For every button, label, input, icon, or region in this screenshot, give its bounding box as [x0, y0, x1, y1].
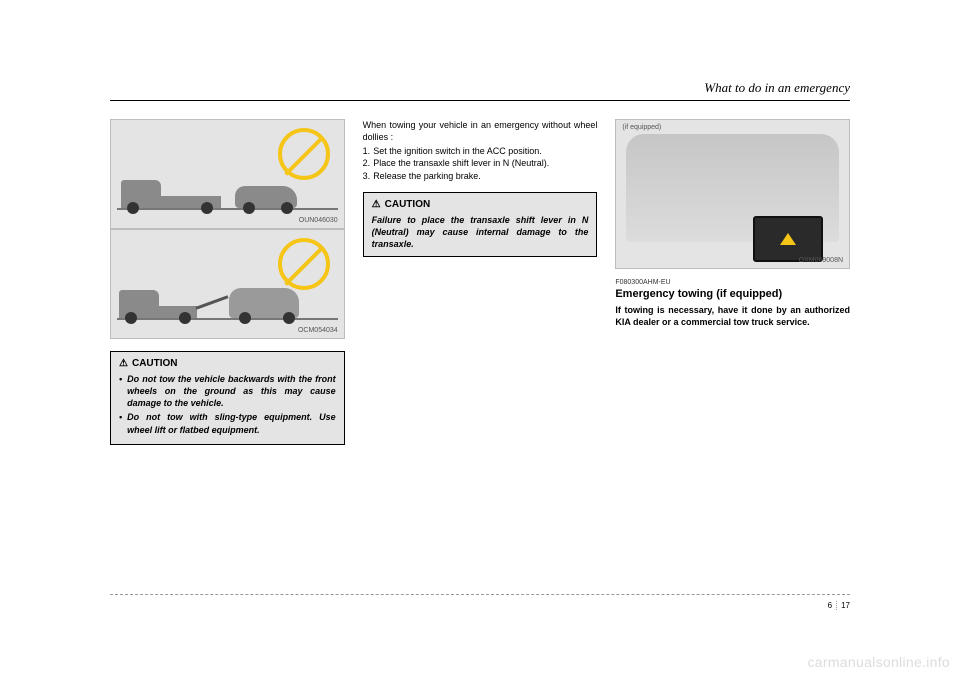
columns: OUN046030 OCM054034 ⚠ CAUTION	[110, 119, 850, 445]
column-right: (if equipped) OXM069008N F080300AHM-EU E…	[615, 119, 850, 445]
watermark: carmanualsonline.info	[808, 654, 951, 670]
section-title: What to do in an emergency	[110, 80, 850, 101]
warning-icon: ⚠	[372, 199, 381, 210]
list-item: •Do not tow the vehicle backwards with t…	[119, 373, 336, 409]
column-middle: When towing your vehicle in an emergency…	[363, 119, 598, 445]
caution-box: ⚠ CAUTION Failure to place the transaxle…	[363, 192, 598, 257]
prohibited-icon	[278, 238, 330, 290]
body-paragraph: When towing your vehicle in an emergency…	[363, 119, 598, 143]
caution-label: CAUTION	[132, 358, 178, 369]
body-paragraph: If towing is necessary, have it done by …	[615, 304, 850, 328]
figure-id: OUN046030	[299, 217, 338, 224]
caution-text: Failure to place the transaxle shift lev…	[372, 214, 589, 250]
caution-heading: ⚠ CAUTION	[372, 199, 589, 210]
figure-tow-hook: (if equipped) OXM069008N	[615, 119, 850, 269]
caution-box: ⚠ CAUTION •Do not tow the vehicle backwa…	[110, 351, 345, 445]
tow-hook-inset	[753, 216, 823, 262]
figure-id: OXM069008N	[799, 257, 843, 264]
prohibited-icon	[278, 128, 330, 180]
page-content: What to do in an emergency OUN046030	[110, 80, 850, 620]
list-item: •Do not tow with sling-type equipment. U…	[119, 411, 336, 435]
warning-icon: ⚠	[119, 358, 128, 369]
list-item: 2.Place the transaxle shift lever in N (…	[363, 157, 598, 169]
caution-list: •Do not tow the vehicle backwards with t…	[119, 373, 336, 436]
figure-sling-tow: OCM054034	[110, 229, 345, 339]
caution-heading: ⚠ CAUTION	[119, 358, 336, 369]
caution-label: CAUTION	[385, 199, 431, 210]
figure-tow-backwards: OUN046030	[110, 119, 345, 229]
chapter-number: 6	[828, 601, 837, 610]
figure-id: OCM054034	[298, 327, 338, 334]
page-footer: 6 17	[110, 594, 850, 610]
arrow-up-icon	[780, 233, 796, 245]
list-item: 1.Set the ignition switch in the ACC pos…	[363, 145, 598, 157]
steps-list: 1.Set the ignition switch in the ACC pos…	[363, 145, 598, 181]
figure-tag: (if equipped)	[622, 124, 661, 131]
subsection-heading: Emergency towing (if equipped)	[615, 288, 850, 300]
list-item: 3.Release the parking brake.	[363, 170, 598, 182]
reference-code: F080300AHM-EU	[615, 279, 850, 286]
page-number: 17	[841, 601, 850, 610]
column-left: OUN046030 OCM054034 ⚠ CAUTION	[110, 119, 345, 445]
